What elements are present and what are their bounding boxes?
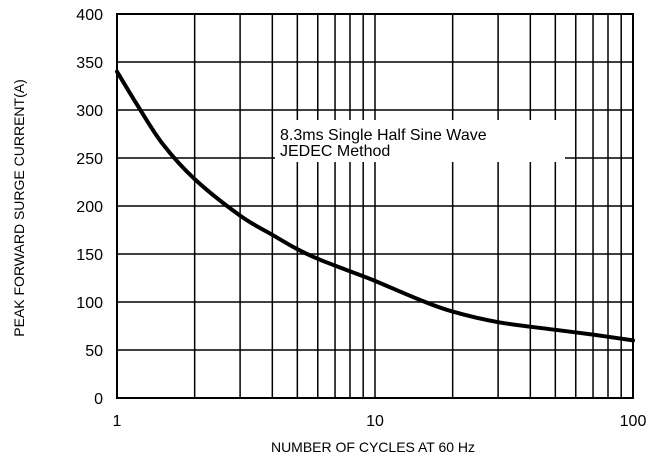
y-axis-title: PEAK FORWARD SURGE CURRENT(A) <box>11 79 27 336</box>
y-axis-tick-labels: 0 50 100 150 200 250 300 350 400 <box>76 7 103 408</box>
plot-frame <box>116 13 634 399</box>
x-axis-title: NUMBER OF CYCLES AT 60 Hz <box>271 439 475 455</box>
y-tick-label: 200 <box>76 199 103 216</box>
x-tick-label: 1 <box>113 413 122 430</box>
y-tick-label: 50 <box>85 343 103 360</box>
surge-curve-line <box>115 69 635 343</box>
x-axis-tick-labels: 1 10 100 <box>113 413 647 430</box>
y-tick-label: 250 <box>76 151 103 168</box>
annotation-line-2: JEDEC Method <box>280 143 390 160</box>
y-tick-label: 350 <box>76 55 103 72</box>
y-tick-label: 100 <box>76 295 103 312</box>
y-tick-label: 0 <box>94 391 103 408</box>
y-tick-label: 300 <box>76 103 103 120</box>
x-tick-label: 10 <box>366 413 384 430</box>
x-tick-label: 100 <box>620 413 647 430</box>
annotation-background <box>275 120 565 162</box>
y-tick-label: 150 <box>76 247 103 264</box>
annotation-line-1: 8.3ms Single Half Sine Wave <box>280 127 487 144</box>
y-tick-label: 400 <box>76 7 103 24</box>
